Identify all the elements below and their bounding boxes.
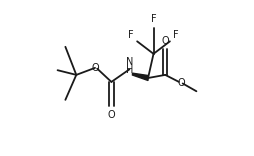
Polygon shape [132,73,148,80]
Text: O: O [161,36,169,46]
Text: O: O [108,110,115,120]
Text: O: O [177,78,185,88]
Text: N: N [126,57,133,67]
Text: H: H [126,65,133,75]
Text: F: F [128,30,134,40]
Text: O: O [91,63,99,73]
Text: F: F [151,15,156,24]
Text: F: F [173,30,179,40]
